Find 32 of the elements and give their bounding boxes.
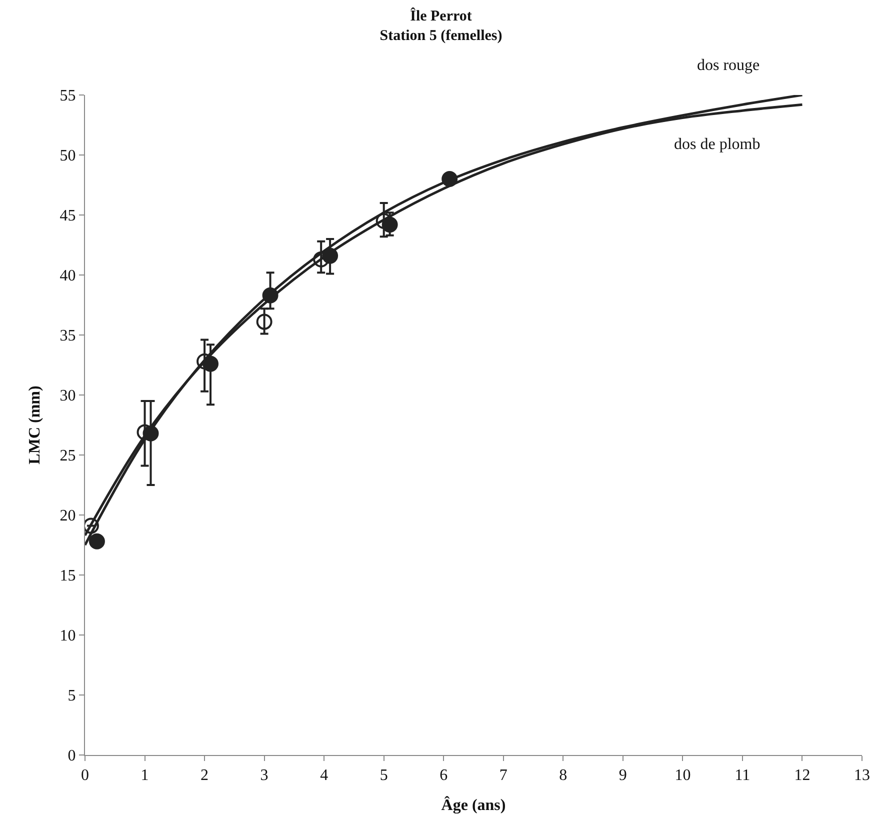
series-label: dos de plomb — [674, 136, 760, 153]
y-tick-label: 55 — [60, 88, 76, 105]
y-axis-title: LMC (mm) — [26, 386, 44, 464]
chart-title: Île Perrot — [410, 6, 472, 25]
y-tick-label: 45 — [60, 208, 76, 225]
series-label: dos rouge — [697, 57, 760, 74]
y-tick-label: 30 — [60, 388, 76, 405]
x-tick-label: 6 — [440, 767, 448, 784]
x-tick-label: 8 — [559, 767, 568, 784]
x-tick-label: 12 — [794, 767, 810, 784]
x-tick-label: 4 — [320, 767, 328, 784]
x-tick-label: 13 — [854, 767, 870, 784]
x-tick-label: 3 — [260, 767, 268, 784]
x-tick-label: 7 — [499, 767, 508, 784]
y-tick-label: 15 — [60, 568, 76, 585]
y-tick-label: 25 — [60, 448, 76, 465]
x-tick-label: 5 — [380, 767, 388, 784]
chart-subtitle: Station 5 (femelles) — [380, 28, 502, 44]
x-tick-label: 2 — [200, 767, 209, 784]
x-axis-title: Âge (ans) — [441, 796, 506, 814]
y-tick-label: 35 — [60, 328, 76, 345]
x-tick-label: 0 — [81, 767, 89, 784]
y-tick-label: 20 — [60, 508, 76, 525]
y-tick-label: 10 — [60, 628, 76, 645]
y-tick-label: 5 — [68, 688, 76, 705]
x-tick-label: 9 — [618, 767, 627, 784]
y-tick-label: 50 — [60, 148, 76, 165]
y-tick-label: 40 — [60, 268, 76, 285]
x-tick-label: 11 — [734, 767, 750, 784]
x-tick-label: 10 — [674, 767, 691, 784]
x-tick-label: 1 — [140, 767, 149, 784]
y-tick-label: 0 — [68, 748, 76, 765]
